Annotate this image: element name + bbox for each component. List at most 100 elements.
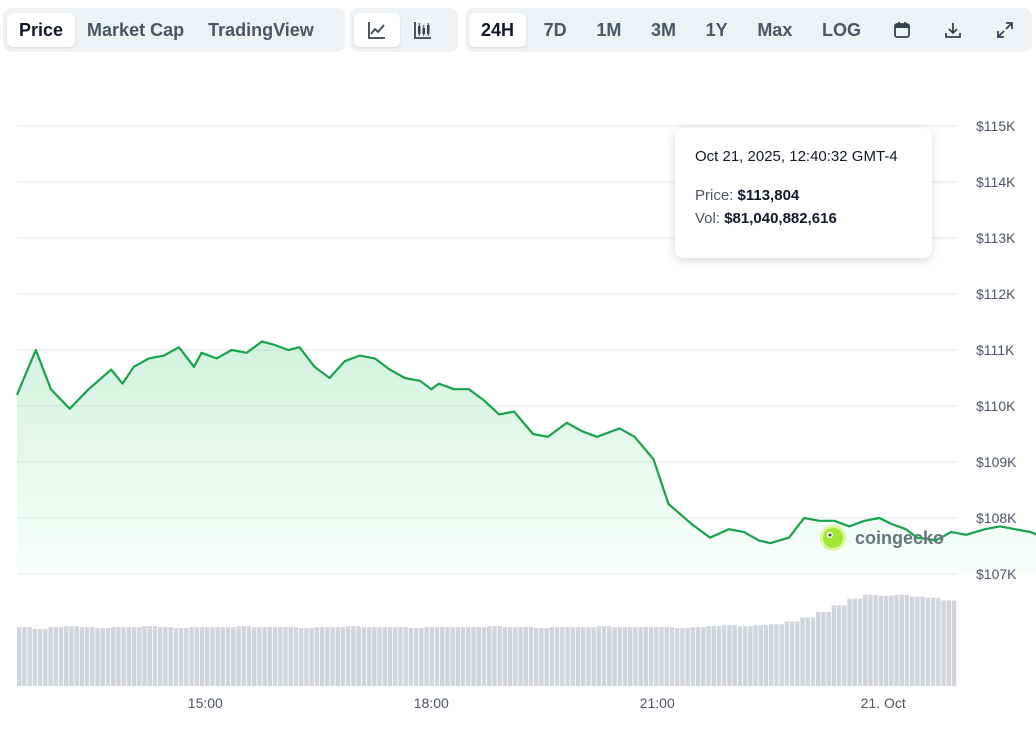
volume-bar [403,627,408,686]
volume-bar [737,626,743,686]
volume-bar [79,627,85,686]
y-tick-label: $110K [976,398,1016,414]
volume-bar [711,626,716,686]
volume-bar [612,627,617,686]
volume-bar [377,627,382,686]
volume-bar [158,627,163,686]
volume-bar [111,627,116,686]
tab-1y[interactable]: 1Y [705,19,728,40]
volume-bar [680,628,685,686]
tooltip-vol-label: Vol: [695,210,721,227]
volume-bar [857,598,863,686]
volume-bar [366,627,372,686]
y-tick-label: $109K [976,454,1017,470]
volume-bar [58,627,64,686]
volume-bar [502,627,508,686]
volume-bar [643,627,649,686]
volume-bar [356,626,361,686]
volume-bar [325,627,330,686]
volume-bar [393,627,398,686]
volume-bar [69,626,74,686]
volume-bar [883,595,889,686]
tooltip-price-row: Price: $113,804 [695,187,912,204]
volume-bar [262,627,267,686]
y-tick-label: $112K [976,286,1016,302]
tab-tradingview[interactable]: TradingView [208,19,314,40]
volume-bar [894,594,899,686]
volume-bar [74,626,79,686]
volume-bar [105,628,111,686]
volume-bar [225,627,231,686]
tab-log[interactable]: LOG [821,19,861,40]
volume-bar [126,627,132,686]
volume-bar [607,626,612,686]
tab-price[interactable]: Price [7,13,76,47]
tab-24h[interactable]: 24H [469,13,527,47]
volume-bars [17,594,957,686]
download-button[interactable] [930,13,976,47]
tab-3m[interactable]: 3M [650,19,676,40]
volume-bar [659,627,664,686]
volume-bar [178,628,184,686]
candlestick-chart-icon [414,22,431,39]
volume-bar [246,626,252,686]
volume-bar [826,611,831,686]
coingecko-watermark: coingecko [819,524,944,552]
volume-bar [915,596,920,686]
volume-bar [424,627,429,686]
volume-bar [95,628,100,686]
volume-bar [695,627,701,686]
volume-bar [194,627,199,686]
line-chart-button[interactable] [354,13,400,47]
volume-bar [868,594,873,686]
volume-bar [910,596,915,686]
volume-bar [534,628,539,686]
volume-bar [904,594,910,686]
volume-bar [309,628,314,686]
volume-bar [252,627,257,686]
volume-bar [147,626,152,686]
tab-1m[interactable]: 1M [596,19,622,40]
volume-bar [278,627,283,686]
volume-bar [727,625,732,686]
volume-bar [821,611,826,686]
volume-bar [669,627,675,686]
calendar-button[interactable] [879,13,925,47]
price-line [15,340,1036,545]
volume-bar [774,624,779,686]
volume-bar [116,627,121,686]
y-tick-label: $107K [976,566,1017,582]
metric-tab-group: Price Market Cap TradingView [3,8,345,52]
volume-bar [816,611,821,686]
volume-bar [539,628,544,686]
volume-bar [748,626,753,686]
volume-bar [476,627,481,686]
tab-7d[interactable]: 7D [543,19,567,40]
volume-bar [215,627,220,686]
volume-bar [340,627,346,686]
volume-bar [450,627,455,686]
tooltip-price-value: $113,804 [737,187,800,204]
tab-max[interactable]: Max [757,19,793,40]
volume-bar [951,600,957,686]
volume-bar [763,625,769,686]
volume-bar [361,627,367,686]
volume-bar [570,627,575,686]
volume-bar [199,627,205,686]
fullscreen-button[interactable] [982,13,1028,47]
volume-bar [163,627,168,686]
volume-bar [581,627,586,686]
volume-bar [184,628,189,686]
volume-bar [17,627,22,686]
volume-bar [889,595,894,686]
candlestick-chart-button[interactable] [400,13,446,47]
volume-bar [283,627,288,686]
tab-market-cap[interactable]: Market Cap [87,19,185,40]
volume-bar [121,627,126,686]
volume-bar [351,626,356,686]
volume-bar [831,605,837,686]
chart-type-tab-group [350,8,458,52]
volume-bar [241,626,246,686]
